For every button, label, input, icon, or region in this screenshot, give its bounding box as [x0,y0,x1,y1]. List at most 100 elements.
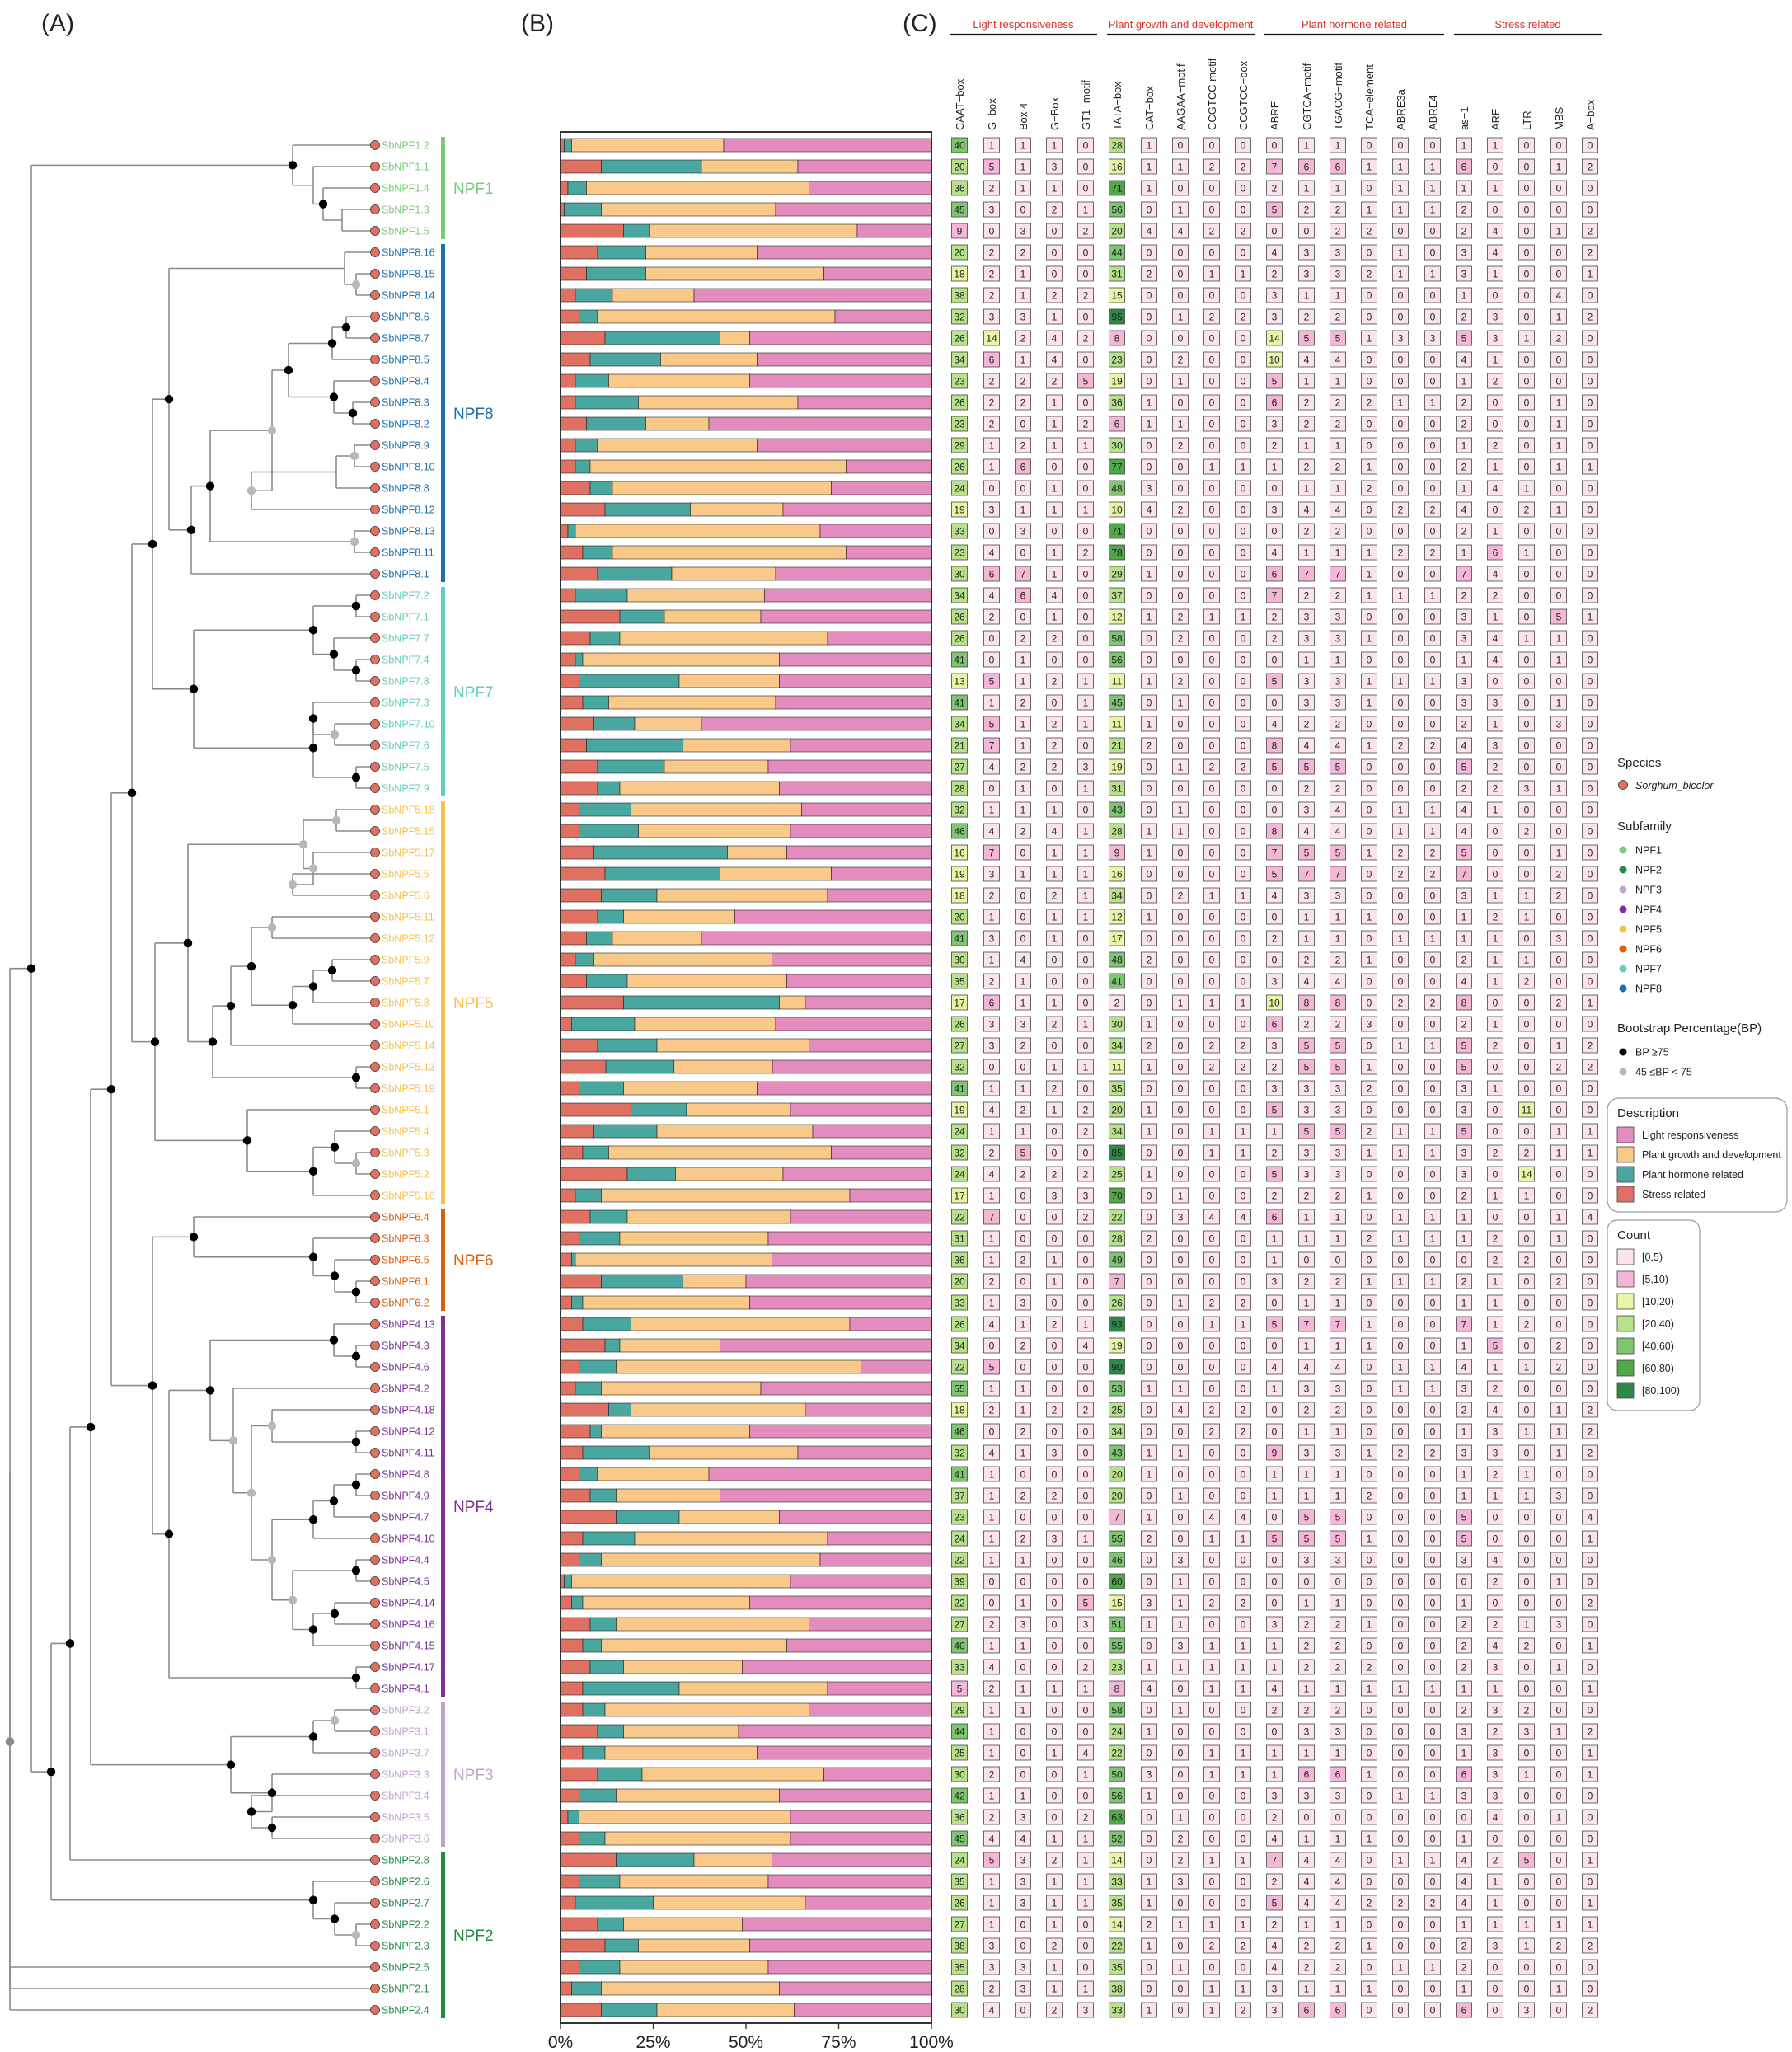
motif-cell-value: 3 [1272,419,1278,430]
species-dot [370,1126,380,1136]
motif-cell [1109,1337,1125,1354]
motif-cell [1424,1059,1441,1075]
gene-label: SbNPF5.8 [382,998,429,1009]
motif-cell-value: 0 [1272,1298,1278,1309]
bar-segment-stress-related [560,438,576,453]
motif-cell [1298,651,1315,668]
motif-cell [1077,373,1094,389]
motif-cell-value: 2 [1052,1169,1058,1181]
motif-cell-value: 3 [1020,226,1026,237]
motif-cell [1109,1016,1125,1032]
motif-cell [983,758,1000,775]
bootstrap-high-dot [186,525,196,534]
motif-cell-value: 1 [1304,1919,1310,1931]
motif-cell [1015,201,1031,218]
motif-cell-value: 0 [1556,1555,1562,1566]
motif-cell [1046,823,1063,839]
motif-cell-value: 48 [1111,955,1123,966]
motif-cell-value: 2 [1398,1448,1404,1459]
motif-cell-value: 4 [1493,1641,1499,1652]
motif-cell-value: 2 [1083,1169,1089,1181]
motif-cell [1582,694,1598,711]
motif-cell [1077,630,1094,646]
motif-cell [1046,1016,1063,1032]
motif-cell-value: 2 [1083,419,1089,430]
motif-cell [951,458,968,475]
motif-cell-value: 3 [1335,269,1341,280]
motif-cell [1015,523,1031,539]
motif-cell-value: 0 [1367,1040,1372,1052]
motif-cell [1077,1209,1094,1225]
bar-segment-plant-growth-and-development [779,995,806,1010]
motif-cell-value: 1 [1398,183,1404,195]
motif-cell [1077,137,1094,153]
motif-cell-value: 4 [1335,826,1341,838]
motif-cell [951,866,968,882]
motif-cell [1203,673,1220,689]
motif-cell [1203,544,1220,561]
motif-cell-value: 2 [1335,1941,1341,1952]
motif-cell-value: 3 [1272,312,1278,323]
motif-cell [1077,801,1094,818]
motif-cell-value: 5 [1304,1040,1310,1052]
species-dot [370,1726,380,1736]
motif-cell-value: 0 [1052,1469,1058,1481]
motif-cell-value: 2 [1272,269,1278,280]
motif-cell [1550,330,1567,346]
motif-cell-value: 0 [1430,1726,1436,1738]
motif-cell [1487,716,1503,732]
motif-cell-value: 0 [1367,183,1372,195]
motif-cell-value: 0 [1493,1105,1499,1116]
motif-cell-value: 2 [1304,526,1310,538]
motif-cell-value: 1 [1178,1598,1184,1609]
motif-cell-value: 0 [1209,1362,1215,1373]
motif-cell [1046,244,1063,261]
motif-cell [1141,1273,1157,1289]
motif-cell-value: 2 [1398,848,1404,859]
motif-cell [1392,1251,1409,1268]
motif-cell-value: 0 [1556,1469,1562,1481]
motif-cell-value: 21 [954,740,965,752]
motif-cell [1361,223,1377,239]
gene-label: SbNPF7.9 [382,783,429,795]
motif-cell-value: 4 [1178,1405,1184,1416]
motif-cell [1456,1251,1472,1268]
bar-segment-stress-related [560,588,576,603]
motif-cell-value: 3 [1524,1726,1530,1738]
bar-segment-plant-hormone-related [571,1981,602,1996]
motif-cell [1141,265,1157,282]
bar-segment-stress-related [560,566,598,581]
motif-cell [1141,158,1157,175]
motif-cell-value: 6 [989,355,995,366]
gene-label: SbNPF8.12 [382,505,435,516]
motif-cell-value: 20 [1111,226,1123,237]
motif-cell-value: 2 [1461,1619,1467,1631]
motif-cell-value: 0 [1430,1662,1436,1674]
bootstrap-mid-dot [351,279,361,289]
bar-chart-frame [560,131,932,2024]
motif-cell [1015,716,1031,732]
motif-cell-value: 0 [1241,1233,1246,1245]
motif-cell [951,308,968,325]
motif-cell-value: 2 [1304,590,1310,602]
motif-cell-value: 1 [1304,1683,1310,1695]
clade-bar [441,244,445,582]
motif-cell [1518,287,1535,303]
motif-cell [1203,737,1220,754]
motif-cell-value: 2 [1020,826,1026,838]
motif-cell-value: 0 [1083,612,1089,623]
bar-segment-plant-growth-and-development [612,481,832,495]
motif-cell-value: 20 [1111,1105,1123,1116]
motif-cell-value: 5 [1272,1533,1278,1545]
motif-cell-value: 0 [1209,247,1215,259]
motif-cell-value: 0 [1241,1083,1246,1095]
motif-cell-value: 3 [989,204,995,216]
motif-cell [1172,823,1189,839]
motif-cell-value: 3 [989,1962,995,1974]
motif-cell-value: 0 [1524,1834,1530,1845]
motif-cell-value: 0 [1367,419,1372,430]
motif-cell-value: 0 [1430,697,1436,709]
motif-cell-value: 1 [1241,1662,1246,1674]
